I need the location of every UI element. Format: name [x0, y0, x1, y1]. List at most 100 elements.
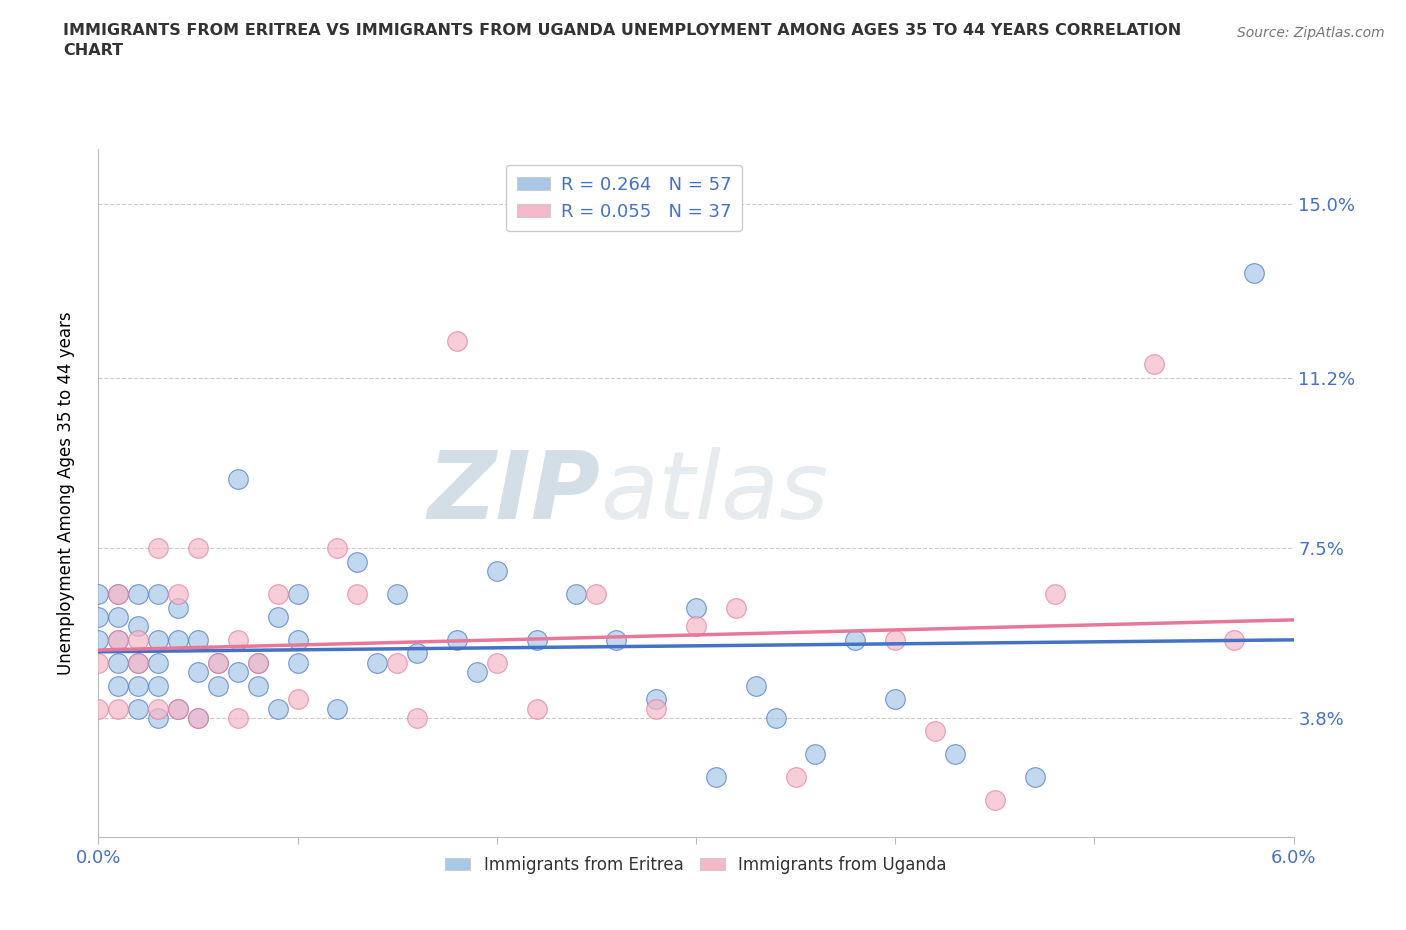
Point [246, 656, 269, 671]
Point [1143, 357, 1166, 372]
Point [326, 540, 349, 555]
Point [207, 656, 229, 671]
Point [366, 656, 388, 671]
Point [107, 609, 129, 624]
Point [984, 793, 1007, 808]
Point [385, 587, 409, 602]
Y-axis label: Unemployment Among Ages 35 to 44 years: Unemployment Among Ages 35 to 44 years [56, 312, 75, 674]
Point [187, 664, 209, 679]
Point [127, 587, 149, 602]
Point [287, 692, 309, 707]
Point [167, 600, 190, 615]
Point [107, 587, 129, 602]
Point [704, 770, 727, 785]
Point [724, 600, 747, 615]
Point [187, 540, 209, 555]
Point [207, 656, 229, 671]
Point [1243, 265, 1265, 280]
Point [1223, 632, 1246, 647]
Point [326, 701, 349, 716]
Point [804, 747, 827, 762]
Point [127, 632, 149, 647]
Point [526, 701, 548, 716]
Point [187, 632, 209, 647]
Point [406, 646, 429, 661]
Point [127, 656, 149, 671]
Point [605, 632, 627, 647]
Point [884, 632, 907, 647]
Point [148, 711, 170, 725]
Point [127, 678, 149, 693]
Point [226, 632, 249, 647]
Text: atlas: atlas [600, 447, 828, 538]
Point [785, 770, 807, 785]
Point [485, 656, 508, 671]
Point [267, 701, 290, 716]
Point [87, 587, 110, 602]
Point [226, 472, 249, 486]
Point [87, 656, 110, 671]
Point [346, 554, 368, 569]
Point [87, 609, 110, 624]
Point [267, 609, 290, 624]
Point [107, 632, 129, 647]
Point [685, 600, 707, 615]
Point [226, 664, 249, 679]
Point [346, 587, 368, 602]
Point [267, 587, 290, 602]
Point [167, 701, 190, 716]
Point [385, 656, 409, 671]
Point [107, 587, 129, 602]
Point [446, 632, 468, 647]
Text: Source: ZipAtlas.com: Source: ZipAtlas.com [1237, 26, 1385, 40]
Point [585, 587, 607, 602]
Point [226, 711, 249, 725]
Text: IMMIGRANTS FROM ERITREA VS IMMIGRANTS FROM UGANDA UNEMPLOYMENT AMONG AGES 35 TO : IMMIGRANTS FROM ERITREA VS IMMIGRANTS FR… [63, 23, 1181, 58]
Point [1024, 770, 1046, 785]
Point [565, 587, 588, 602]
Point [943, 747, 966, 762]
Point [87, 701, 110, 716]
Point [107, 632, 129, 647]
Point [246, 678, 269, 693]
Legend: Immigrants from Eritrea, Immigrants from Uganda: Immigrants from Eritrea, Immigrants from… [439, 849, 953, 881]
Point [148, 678, 170, 693]
Point [485, 564, 508, 578]
Point [645, 701, 668, 716]
Point [148, 632, 170, 647]
Point [87, 632, 110, 647]
Point [246, 656, 269, 671]
Point [107, 701, 129, 716]
Point [287, 632, 309, 647]
Point [127, 618, 149, 633]
Point [187, 711, 209, 725]
Point [187, 711, 209, 725]
Point [287, 656, 309, 671]
Point [148, 540, 170, 555]
Point [685, 618, 707, 633]
Point [167, 632, 190, 647]
Point [107, 678, 129, 693]
Point [645, 692, 668, 707]
Point [107, 656, 129, 671]
Point [924, 724, 946, 739]
Point [127, 701, 149, 716]
Point [1043, 587, 1066, 602]
Point [287, 587, 309, 602]
Point [207, 678, 229, 693]
Point [127, 656, 149, 671]
Point [884, 692, 907, 707]
Point [167, 701, 190, 716]
Point [526, 632, 548, 647]
Point [446, 334, 468, 349]
Point [148, 587, 170, 602]
Text: ZIP: ZIP [427, 447, 600, 538]
Point [148, 701, 170, 716]
Point [765, 711, 787, 725]
Point [745, 678, 768, 693]
Point [465, 664, 488, 679]
Point [167, 587, 190, 602]
Point [406, 711, 429, 725]
Point [148, 656, 170, 671]
Point [844, 632, 866, 647]
